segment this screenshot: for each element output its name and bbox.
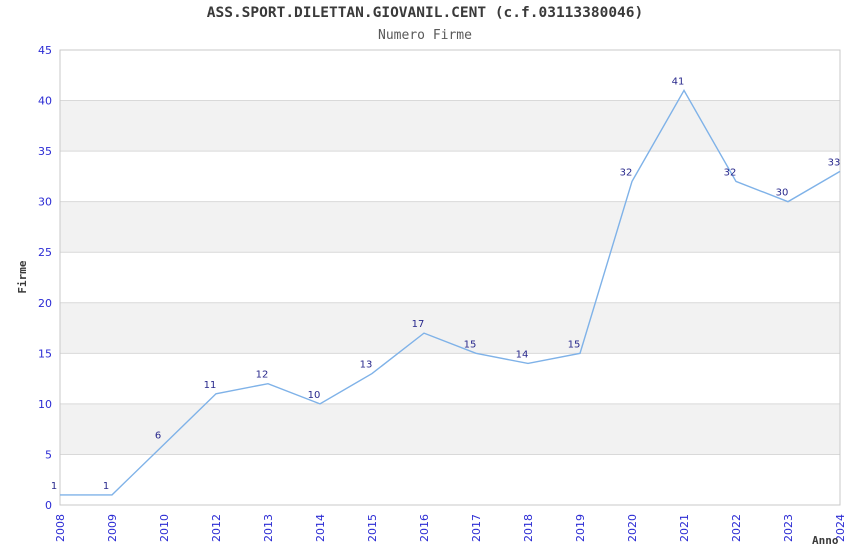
data-label: 6 (155, 430, 161, 441)
plot-band (60, 403, 840, 455)
y-tick-label: 40 (38, 95, 52, 108)
data-label: 11 (204, 380, 217, 391)
chart-subtitle: Numero Firme (378, 28, 472, 43)
x-tick-label: 2019 (574, 514, 587, 542)
x-tick-label: 2015 (366, 514, 379, 542)
data-label: 15 (464, 339, 477, 350)
x-tick-label: 2021 (678, 514, 691, 542)
y-tick-label: 5 (45, 448, 52, 461)
plot-band (60, 302, 840, 354)
data-label: 33 (828, 157, 841, 168)
x-axis-title: Anno (812, 534, 839, 547)
x-tick-label: 2014 (314, 514, 327, 542)
x-tick-label: 2018 (522, 514, 535, 542)
data-label: 12 (256, 370, 269, 381)
chart-title: ASS.SPORT.DILETTAN.GIOVANIL.CENT (c.f.03… (206, 5, 644, 21)
series-line-firme (60, 89, 841, 496)
data-label: 30 (776, 188, 789, 199)
plot-bands (60, 100, 840, 455)
y-tick-label: 25 (38, 246, 52, 259)
x-tick-label: 2017 (470, 514, 483, 542)
plot-band (60, 201, 840, 253)
y-tick-label: 30 (38, 196, 52, 209)
x-tick-label: 2012 (210, 514, 223, 542)
y-tick-label: 10 (38, 398, 52, 411)
x-tick-label: 2024 (834, 514, 847, 542)
data-label: 13 (360, 360, 373, 371)
plot-border (59, 49, 841, 506)
data-label: 14 (516, 349, 529, 360)
x-tick-label: 2010 (158, 514, 171, 542)
x-tick-label: 2008 (54, 514, 67, 542)
data-label: 41 (672, 76, 685, 87)
data-label: 17 (412, 319, 425, 330)
x-tick-label: 2020 (626, 514, 639, 542)
y-axis-title: Firme (16, 260, 29, 293)
gridlines (60, 100, 840, 455)
y-tick-label: 15 (38, 347, 52, 360)
x-tick-label: 2009 (106, 514, 119, 542)
x-tick-label: 2023 (782, 514, 795, 542)
data-label: 1 (103, 481, 109, 492)
y-tick-label: 45 (38, 44, 52, 57)
data-label: 32 (724, 167, 737, 178)
data-label: 1 (51, 481, 57, 492)
y-tick-label: 0 (45, 499, 52, 512)
data-label: 15 (568, 339, 581, 350)
y-axis-tick-labels: 0 5 10 15 20 25 30 35 40 45 (38, 44, 52, 512)
y-tick-label: 20 (38, 297, 52, 310)
plot-band (60, 100, 840, 152)
x-tick-label: 2022 (730, 514, 743, 542)
y-tick-label: 35 (38, 145, 52, 158)
data-label: 32 (620, 167, 633, 178)
data-label: 10 (308, 390, 321, 401)
x-tick-label: 2016 (418, 514, 431, 542)
x-tick-label: 2013 (262, 514, 275, 542)
x-axis-tick-labels: 2008 2009 2010 2012 2013 2014 2015 2016 2017 2018… (54, 514, 847, 542)
